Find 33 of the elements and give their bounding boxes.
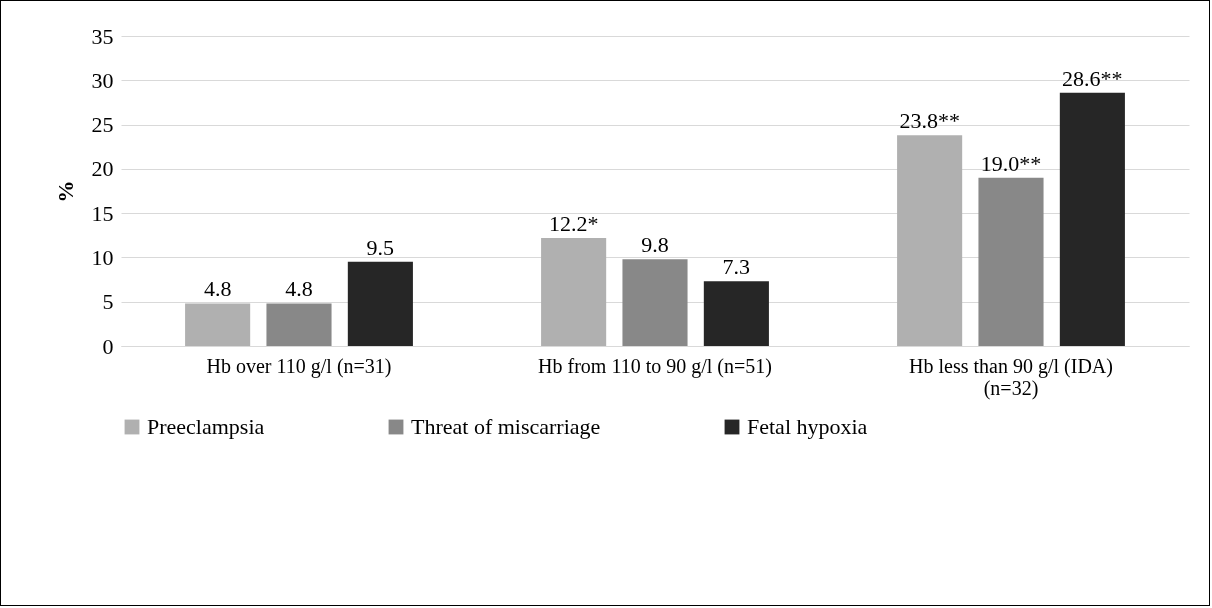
y-tick-label: 20: [91, 156, 114, 182]
data-label: 19.0**: [980, 150, 1042, 176]
data-label: 9.5: [366, 234, 395, 260]
y-tick-label: 0: [102, 333, 114, 359]
data-label: 7.3: [722, 254, 751, 280]
data-label: 23.8**: [899, 108, 960, 134]
data-label: 9.8: [641, 232, 669, 258]
x-tick-label: Hb from 110 to 90 g/l (n=51): [538, 354, 772, 378]
data-label: 12.2*: [548, 210, 599, 236]
bar: [541, 237, 607, 346]
y-axis-title: %: [52, 180, 78, 203]
legend-label: Threat of miscarriage: [411, 414, 601, 439]
x-tick-label: Hb less than 90 g/l (IDA) (n=32): [909, 354, 1113, 400]
bar: [185, 303, 251, 346]
bar: [1059, 92, 1125, 346]
bar: [266, 303, 332, 346]
bar: [897, 135, 963, 346]
bar: [703, 281, 769, 346]
y-tick-label: 35: [91, 23, 114, 49]
y-tick-label: 10: [91, 244, 114, 270]
legend-label: Preeclampsia: [147, 414, 265, 439]
data-label: 4.8: [285, 276, 313, 302]
bar: [622, 259, 688, 346]
legend-label: Fetal hypoxia: [747, 414, 868, 439]
y-tick-label: 25: [91, 112, 114, 138]
x-tick-label: Hb over 110 g/l (n=31): [206, 354, 392, 378]
data-label: 28.6**: [1062, 65, 1123, 91]
bar: [978, 177, 1044, 346]
y-tick-label: 5: [102, 289, 114, 315]
y-tick-label: 15: [91, 200, 114, 226]
bar: [347, 261, 413, 346]
y-tick-label: 30: [91, 67, 114, 93]
data-label: 4.8: [203, 276, 232, 302]
